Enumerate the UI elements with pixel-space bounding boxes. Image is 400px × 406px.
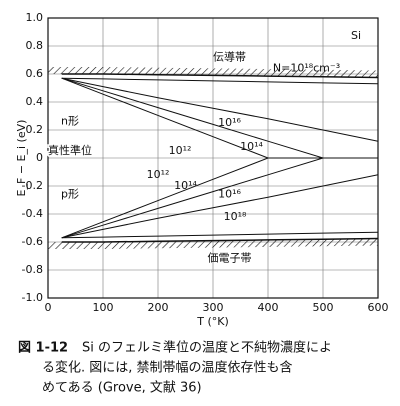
series-line [61,157,378,239]
series-line [61,174,379,239]
y-axis-label: E_F − E_i (eV) [15,120,28,197]
band-hatch [48,238,378,249]
x-tick-label: 200 [148,301,169,314]
y-tick-label: -0.6 [22,235,43,248]
band-label: 伝導帯 [213,49,246,63]
annotation: Si [351,29,361,42]
x-tick-label: 400 [258,301,279,314]
annotation: p形 [61,187,79,200]
x-axis-label: T (°K) [196,315,229,328]
band-hatch [48,67,378,78]
y-tick-label: -1.0 [22,291,43,304]
series-label: 10¹² [169,144,192,157]
series-label: 10¹⁴ [240,140,263,153]
series-line [61,77,379,142]
band-label: 価電子帯 [208,252,252,265]
series-label: 10¹⁴ [174,179,197,192]
series-label: 10¹⁶ [218,187,241,200]
series-line [61,231,379,239]
x-tick-label: 100 [93,301,114,314]
band-edge [61,237,379,243]
caption-line: る変化. 図には, 禁制帯幅の温度依存性も含 [42,360,293,376]
y-tick-label: 0.2 [26,123,44,136]
series-label: 10¹⁶ [218,116,241,129]
series-label: 10¹² [147,168,170,181]
x-tick-label: 300 [203,301,224,314]
caption-label: 図 1-12 [18,341,68,356]
series-label: 10¹⁸ [224,210,247,223]
band-edge [61,73,379,79]
y-tick-label: -0.8 [22,263,43,276]
annotation: 真性準位 [48,143,92,157]
y-tick-label: 0 [36,151,43,164]
x-tick-label: 600 [368,301,389,314]
y-tick-label: 0.6 [26,67,44,80]
caption-line: Si のフェルミ準位の温度と不純物濃度によ [82,340,332,356]
y-tick-label: 0.8 [26,39,44,52]
x-tick-label: 0 [45,301,52,314]
x-tick-label: 500 [313,301,334,314]
y-tick-label: 0.4 [26,95,44,108]
series-line [61,77,379,85]
y-tick-label: -0.2 [22,179,43,192]
caption-line: めてある (Grove, 文献 36) [42,381,202,396]
y-tick-label: 1.0 [26,11,44,24]
y-tick-label: -0.4 [22,207,43,220]
annotation: n形 [61,115,79,128]
series-label: N=10¹⁸cm⁻³ [273,61,340,74]
